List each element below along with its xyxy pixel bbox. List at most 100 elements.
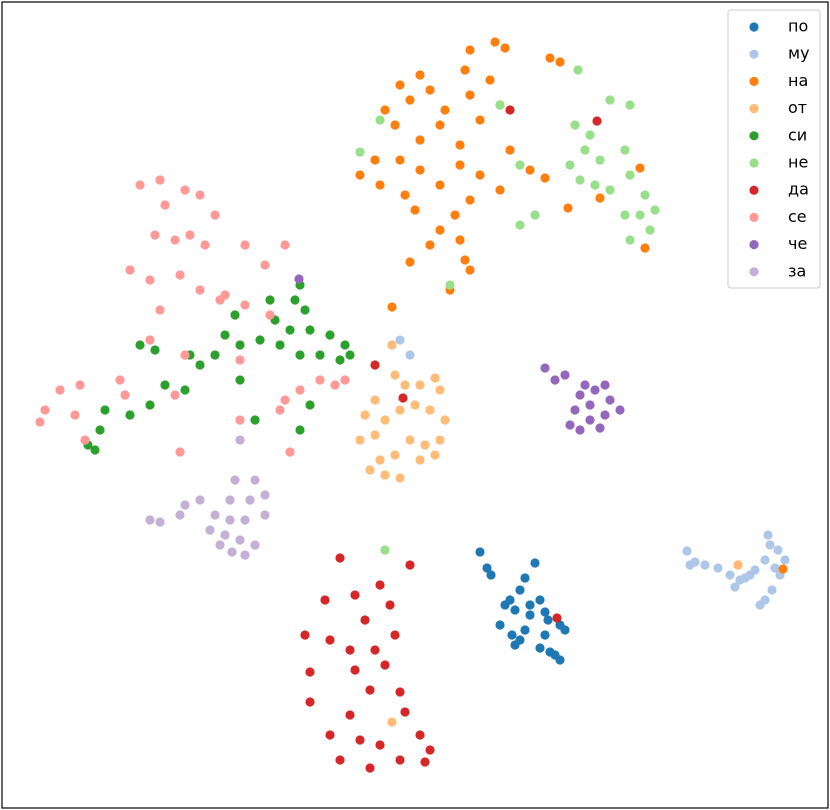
point [225, 495, 235, 505]
point [400, 190, 410, 200]
point [375, 580, 385, 590]
point [550, 375, 560, 385]
point [260, 490, 270, 500]
point [475, 115, 485, 125]
point [260, 260, 270, 270]
point [682, 546, 692, 556]
point [250, 475, 260, 485]
point [415, 455, 425, 465]
point [420, 757, 430, 767]
point [375, 180, 385, 190]
point [650, 205, 660, 215]
point [320, 595, 330, 605]
point [75, 380, 85, 390]
point [760, 555, 770, 565]
point [415, 730, 425, 740]
point [200, 240, 210, 250]
point [495, 620, 505, 630]
point [575, 390, 585, 400]
point [335, 755, 345, 765]
point [545, 53, 555, 63]
point [195, 190, 205, 200]
point [280, 240, 290, 250]
point [195, 360, 205, 370]
point [390, 450, 400, 460]
point [55, 385, 65, 395]
point [335, 355, 345, 365]
point [505, 145, 515, 155]
point [145, 515, 155, 525]
point [570, 405, 580, 415]
point [265, 295, 275, 305]
point [370, 395, 380, 405]
point [495, 100, 505, 110]
legend-label: че [788, 234, 807, 253]
point [235, 435, 245, 445]
point [170, 390, 180, 400]
point [235, 355, 245, 365]
legend-label: от [788, 98, 807, 117]
point [135, 180, 145, 190]
point [425, 405, 435, 415]
point [620, 145, 630, 155]
point [563, 203, 573, 213]
point [520, 625, 530, 635]
point [635, 210, 645, 220]
point [250, 540, 260, 550]
legend-marker [749, 158, 759, 168]
point [575, 425, 585, 435]
point [335, 553, 345, 563]
point [525, 165, 535, 175]
point [285, 447, 295, 457]
point [220, 530, 230, 540]
point [305, 667, 315, 677]
point [340, 375, 350, 385]
point [615, 405, 625, 415]
point [745, 570, 755, 580]
point [585, 130, 595, 140]
point [440, 105, 450, 115]
point [460, 65, 470, 75]
point [375, 740, 385, 750]
point [640, 190, 650, 200]
point [455, 235, 465, 245]
point [780, 555, 790, 565]
point [600, 410, 610, 420]
legend-marker [749, 22, 759, 32]
point [625, 235, 635, 245]
point [590, 385, 600, 395]
point [175, 447, 185, 457]
point [315, 375, 325, 385]
point [550, 650, 560, 660]
point [465, 265, 475, 275]
point [345, 645, 355, 655]
point [725, 570, 735, 580]
point [40, 405, 50, 415]
point [515, 160, 525, 170]
point [773, 545, 783, 555]
point [175, 270, 185, 280]
point [325, 330, 335, 340]
point [100, 405, 110, 415]
point [405, 435, 415, 445]
point [595, 155, 605, 165]
point [387, 340, 397, 350]
point [415, 135, 425, 145]
point [600, 380, 610, 390]
point [355, 170, 365, 180]
point [390, 120, 400, 130]
point [573, 65, 583, 75]
point [265, 310, 275, 320]
point [340, 340, 350, 350]
point [430, 373, 440, 383]
legend-label: му [788, 44, 810, 63]
point [360, 410, 370, 420]
point [350, 665, 360, 675]
point [135, 340, 145, 350]
point [300, 305, 310, 315]
legend-marker [749, 212, 759, 222]
point [735, 575, 745, 585]
point [395, 80, 405, 90]
point [375, 455, 385, 465]
